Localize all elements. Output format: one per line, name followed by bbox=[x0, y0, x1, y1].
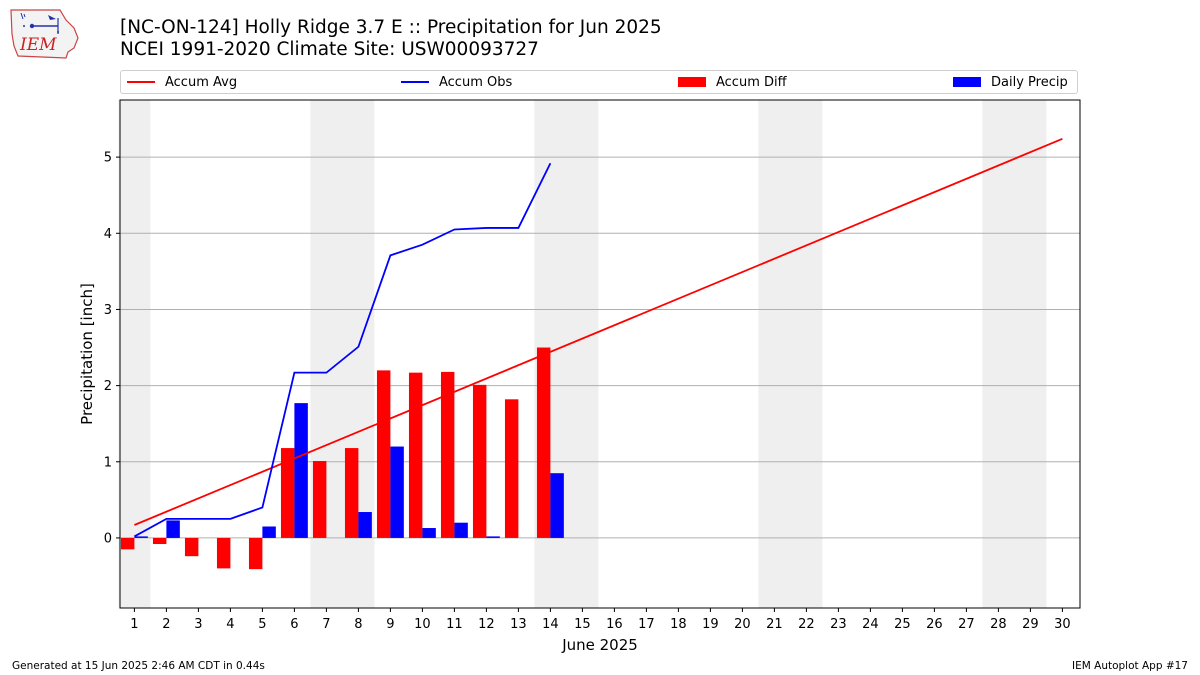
weekend-band bbox=[790, 100, 823, 608]
legend-item-accum-avg: Accum Avg bbox=[127, 71, 237, 93]
x-tick-label: 11 bbox=[446, 617, 463, 632]
x-tick-label: 21 bbox=[766, 617, 783, 632]
x-tick-label: 18 bbox=[670, 617, 687, 632]
bar-accum-diff bbox=[312, 461, 327, 538]
weekend-band bbox=[118, 100, 151, 608]
x-tick-label: 23 bbox=[830, 617, 847, 632]
bar-daily-precip bbox=[358, 512, 372, 538]
chart-title: [NC-ON-124] Holly Ridge 3.7 E :: Precipi… bbox=[120, 17, 662, 38]
bar-accum-diff bbox=[440, 371, 455, 538]
x-tick-label: 7 bbox=[322, 617, 330, 632]
legend-label: Accum Obs bbox=[439, 74, 513, 90]
y-tick-label: 2 bbox=[104, 379, 112, 394]
bar-accum-diff bbox=[408, 372, 423, 538]
y-tick-label: 3 bbox=[104, 303, 112, 318]
x-tick-label: 22 bbox=[798, 617, 815, 632]
x-tick-label: 25 bbox=[894, 617, 911, 632]
x-tick-label: 28 bbox=[990, 617, 1007, 632]
bar-daily-precip bbox=[166, 520, 180, 538]
x-tick-label: 5 bbox=[258, 617, 266, 632]
legend-swatch bbox=[127, 81, 155, 83]
x-tick-label: 2 bbox=[162, 617, 170, 632]
x-tick-label: 6 bbox=[290, 617, 298, 632]
legend-item-accum-obs: Accum Obs bbox=[401, 71, 512, 93]
x-tick-label: 13 bbox=[510, 617, 527, 632]
x-tick-label: 19 bbox=[702, 617, 719, 632]
bar-accum-diff bbox=[536, 347, 551, 538]
plot-frame bbox=[119, 99, 1081, 609]
line-accum-avg bbox=[134, 138, 1063, 526]
weekend-band bbox=[758, 100, 791, 608]
x-tick-label: 14 bbox=[542, 617, 559, 632]
x-tick-label: 1 bbox=[130, 617, 138, 632]
y-tick-label: 4 bbox=[104, 227, 112, 242]
x-tick-label: 15 bbox=[574, 617, 591, 632]
iem-logo: IEM bbox=[10, 9, 79, 59]
x-tick-label: 20 bbox=[734, 617, 751, 632]
bar-daily-precip bbox=[294, 403, 308, 538]
bar-daily-precip bbox=[390, 446, 404, 538]
bar-accum-diff bbox=[120, 537, 135, 550]
x-tick-label: 3 bbox=[194, 617, 202, 632]
x-tick-label: 29 bbox=[1022, 617, 1039, 632]
legend-label: Accum Avg bbox=[165, 74, 238, 90]
y-tick-label: 1 bbox=[104, 455, 112, 470]
y-tick-label: 0 bbox=[104, 531, 112, 546]
legend-swatch bbox=[401, 81, 429, 83]
bar-daily-precip bbox=[422, 528, 436, 538]
x-tick-label: 16 bbox=[606, 617, 623, 632]
x-tick-label: 17 bbox=[638, 617, 655, 632]
bar-daily-precip bbox=[134, 536, 148, 538]
weekend-band bbox=[566, 100, 599, 608]
bar-daily-precip bbox=[262, 526, 276, 538]
line-accum-obs bbox=[133, 162, 552, 538]
y-tick-label: 5 bbox=[104, 151, 112, 166]
x-tick-label: 26 bbox=[926, 617, 943, 632]
legend-item-daily-precip: Daily Precip bbox=[953, 71, 1068, 93]
x-axis-label: June 2025 bbox=[561, 636, 638, 654]
bar-daily-precip bbox=[550, 473, 564, 538]
x-tick-label: 12 bbox=[478, 617, 495, 632]
bar-accum-diff bbox=[184, 537, 199, 557]
x-tick-label: 30 bbox=[1054, 617, 1071, 632]
bar-accum-diff bbox=[152, 537, 167, 545]
legend-label: Accum Diff bbox=[716, 74, 787, 90]
legend-swatch bbox=[678, 77, 706, 87]
x-tick-label: 8 bbox=[354, 617, 362, 632]
weekend-band bbox=[1014, 100, 1047, 608]
generated-timestamp: Generated at 15 Jun 2025 2:46 AM CDT in … bbox=[12, 660, 265, 672]
chart-legend: Accum Avg Accum Obs Accum Diff Daily Pre… bbox=[120, 70, 1078, 94]
legend-swatch bbox=[953, 77, 981, 87]
x-tick-label: 4 bbox=[226, 617, 234, 632]
bar-accum-diff bbox=[248, 537, 263, 570]
app-label: IEM Autoplot App #17 bbox=[1072, 660, 1188, 672]
bar-accum-diff bbox=[344, 448, 359, 538]
legend-item-accum-diff: Accum Diff bbox=[678, 71, 787, 93]
bar-accum-diff bbox=[376, 370, 391, 538]
bar-accum-diff bbox=[216, 537, 231, 569]
weekend-band bbox=[982, 100, 1015, 608]
y-axis-label: Precipitation [inch] bbox=[78, 283, 96, 425]
x-tick-label: 9 bbox=[386, 617, 394, 632]
bar-accum-diff bbox=[504, 399, 519, 538]
bar-daily-precip bbox=[454, 522, 468, 538]
x-tick-label: 27 bbox=[958, 617, 975, 632]
chart-subtitle: NCEI 1991-2020 Climate Site: USW00093727 bbox=[120, 39, 539, 60]
bar-accum-diff bbox=[280, 448, 295, 538]
plot-area bbox=[120, 100, 1080, 608]
x-tick-label: 10 bbox=[414, 617, 431, 632]
x-tick-label: 24 bbox=[862, 617, 879, 632]
legend-label: Daily Precip bbox=[991, 74, 1068, 90]
iem-logo-text: IEM bbox=[19, 35, 57, 55]
bar-accum-diff bbox=[472, 384, 487, 538]
bar-daily-precip bbox=[486, 536, 500, 538]
